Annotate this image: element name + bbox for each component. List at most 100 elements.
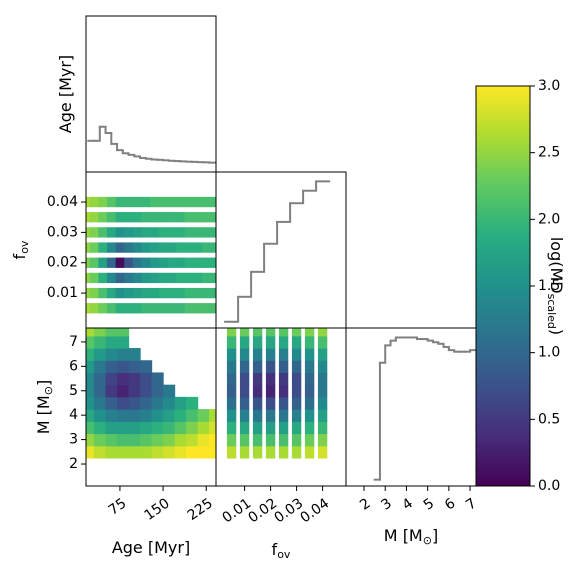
heatmap-cell [151, 445, 164, 459]
colorbar-label: log(MDscaled) [545, 237, 567, 335]
y-axis-label: M [M⊙] [34, 380, 56, 434]
label-part: Age [Myr] [56, 55, 75, 133]
heatmap-cell [176, 196, 186, 208]
x-axis-label: fov [272, 540, 291, 562]
heatmap-cell [186, 445, 199, 459]
heatmap-cell [317, 433, 328, 447]
x-axis-label: M [M⊙] [384, 526, 438, 548]
heatmap-cell [106, 257, 117, 268]
heatmap-cell [209, 445, 216, 459]
heatmap-cell [265, 372, 276, 386]
heatmap-cell [184, 212, 194, 223]
heatmap-cell [239, 409, 250, 422]
heatmap-cell [98, 242, 108, 253]
heatmap-cell [186, 433, 199, 447]
heatmap-cell [193, 287, 203, 299]
heatmap-cell [174, 421, 187, 435]
heatmap-cell [151, 433, 164, 447]
heatmap-cell [167, 227, 177, 238]
heatmap-cell [278, 328, 289, 337]
heatmap-cell [89, 212, 99, 223]
heatmap-cell [115, 303, 125, 314]
heatmap-cell [140, 396, 153, 410]
heatmap-cell [158, 227, 168, 238]
heatmap-cell [278, 421, 289, 435]
heatmap-cell [124, 287, 134, 299]
heatmap-cell [317, 372, 328, 386]
heatmap-cell [239, 360, 250, 374]
heatmap-cell [86, 328, 95, 337]
heatmap-cell [239, 384, 250, 398]
heatmap-cell [105, 409, 118, 422]
heatmap-cell [174, 396, 187, 410]
heatmap-cell [226, 360, 237, 374]
heatmap-cell [184, 227, 194, 238]
heatmap-cell [98, 287, 108, 299]
heatmap-cell [176, 242, 186, 253]
heatmap-cell [163, 396, 176, 410]
heatmap-cell [158, 257, 168, 268]
heatmap-cell [117, 445, 130, 459]
y-tick-label: 6 [69, 358, 78, 374]
heatmap-cell [291, 445, 302, 459]
heatmap-cell [128, 360, 141, 374]
heatmap-cell [117, 335, 130, 349]
heatmap-cell [140, 409, 153, 422]
heatmap-cell [94, 328, 107, 337]
heatmap-cell [304, 328, 315, 337]
heatmap-cell [150, 227, 160, 238]
heatmap-cell [132, 303, 143, 314]
heatmap-cell [106, 287, 117, 299]
heatmap-cell [210, 242, 216, 253]
heatmap-cell [201, 212, 212, 223]
heatmap-cell [252, 421, 263, 435]
heatmap-cell [210, 287, 216, 299]
heatmap-cell [291, 360, 302, 374]
label-part: Age [Myr] [112, 538, 190, 557]
heatmap-cell [317, 328, 328, 337]
heatmap [226, 328, 328, 459]
heatmap-cell [210, 212, 216, 223]
heatmap-cell [252, 409, 263, 422]
heatmap-cell [124, 227, 134, 238]
heatmap [86, 196, 216, 314]
label-part: f [272, 540, 278, 559]
heatmap-cell [252, 360, 263, 374]
heatmap-cell [278, 396, 289, 410]
heatmap-cell [132, 227, 143, 238]
heatmap-cell [128, 421, 141, 435]
heatmap-cell [197, 445, 210, 459]
heatmap-cell [106, 212, 117, 223]
label-part: ⊙ [423, 534, 432, 547]
heatmap-cell [86, 384, 95, 398]
heatmap-cell [184, 303, 194, 314]
heatmap-cell [167, 272, 177, 284]
colorbar-tick-label: 0.5 [538, 411, 560, 427]
heatmap-cell [128, 348, 141, 361]
y-tick-label: 0.02 [47, 255, 78, 271]
heatmap-cell [115, 196, 125, 208]
heatmap-cell [86, 212, 91, 223]
heatmap-cell [304, 384, 315, 398]
heatmap-cell [201, 272, 212, 284]
heatmap-cell [226, 348, 237, 361]
heatmap-cell [209, 421, 216, 435]
heatmap-cell [128, 445, 141, 459]
heatmap-cell [86, 445, 95, 459]
heatmap-cell [184, 196, 194, 208]
heatmap-cell [124, 196, 134, 208]
heatmap-cell [141, 272, 151, 284]
panel-frame [85, 15, 217, 173]
heatmap-cell [193, 303, 203, 314]
heatmap-cell [278, 433, 289, 447]
heatmap-cell [265, 396, 276, 410]
heatmap-cell [239, 421, 250, 435]
heatmap-cell [201, 242, 212, 253]
heatmap-cell [176, 287, 186, 299]
heatmap-cell [151, 384, 164, 398]
heatmap-cell [239, 348, 250, 361]
heatmap-cell [98, 272, 108, 284]
heatmap-cell [86, 409, 95, 422]
heatmap-cell [304, 348, 315, 361]
heatmap-cell [140, 421, 153, 435]
